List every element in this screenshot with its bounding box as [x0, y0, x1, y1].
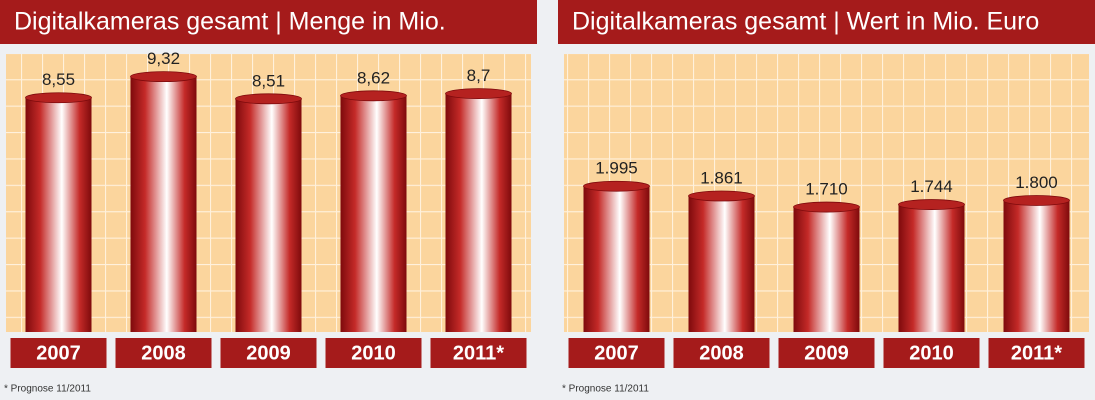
x-tick-label: 2009 [804, 342, 849, 364]
bar-cap [583, 180, 650, 192]
x-tick-label: 2007 [594, 342, 639, 364]
category-box [220, 338, 317, 368]
title-bar [558, 0, 1095, 44]
bar [235, 98, 302, 333]
bar [445, 93, 512, 333]
x-tick-label: 2011* [1011, 342, 1062, 364]
bar [793, 207, 860, 332]
category-box [673, 338, 770, 368]
x-tick-label: 2008 [141, 342, 186, 364]
category-box [988, 338, 1085, 368]
x-tick-label: 2008 [699, 342, 744, 364]
value-label: 8,62 [357, 68, 390, 87]
bar [25, 97, 92, 332]
bar [583, 186, 650, 332]
category-box [430, 338, 527, 368]
bar-cap [340, 90, 407, 102]
value-label: 1.710 [805, 180, 848, 199]
bar [130, 76, 197, 333]
value-label: 1.995 [595, 159, 638, 178]
x-tick-label: 2010 [351, 342, 396, 364]
bar [898, 204, 965, 332]
title-bar [0, 0, 537, 44]
category-box [778, 338, 875, 368]
bar-cap [793, 201, 860, 213]
bar-cap [130, 71, 197, 83]
value-label: 1.861 [700, 169, 743, 188]
bar-cap [445, 88, 512, 100]
category-box [10, 338, 107, 368]
category-box [115, 338, 212, 368]
chart-title: Digitalkameras gesamt | Menge in Mio. [14, 8, 446, 36]
x-tick-label: 2007 [36, 342, 81, 364]
x-tick-label: 2011* [453, 342, 504, 364]
category-box [325, 338, 422, 368]
x-tick-label: 2010 [909, 342, 954, 364]
value-label: 8,55 [42, 70, 75, 89]
value-label: 9,32 [147, 49, 180, 68]
value-label: 8,51 [252, 71, 285, 90]
value-label: 1.744 [910, 177, 953, 196]
category-box [883, 338, 980, 368]
value-label: 8,7 [467, 66, 491, 85]
value-label: 1.800 [1015, 173, 1058, 192]
bar [688, 196, 755, 332]
footnote: * Prognose 11/2011 [562, 384, 649, 395]
bar-cap [898, 199, 965, 210]
bar [1003, 200, 1070, 332]
chart-title: Digitalkameras gesamt | Wert in Mio. Eur… [572, 8, 1039, 36]
footnote: * Prognose 11/2011 [4, 384, 91, 395]
bar-cap [1003, 195, 1070, 206]
category-box [568, 338, 665, 368]
bar-cap [25, 92, 92, 104]
bar-cap [235, 93, 302, 105]
bar [340, 95, 407, 332]
x-tick-label: 2009 [246, 342, 291, 364]
bar-cap [688, 190, 755, 202]
